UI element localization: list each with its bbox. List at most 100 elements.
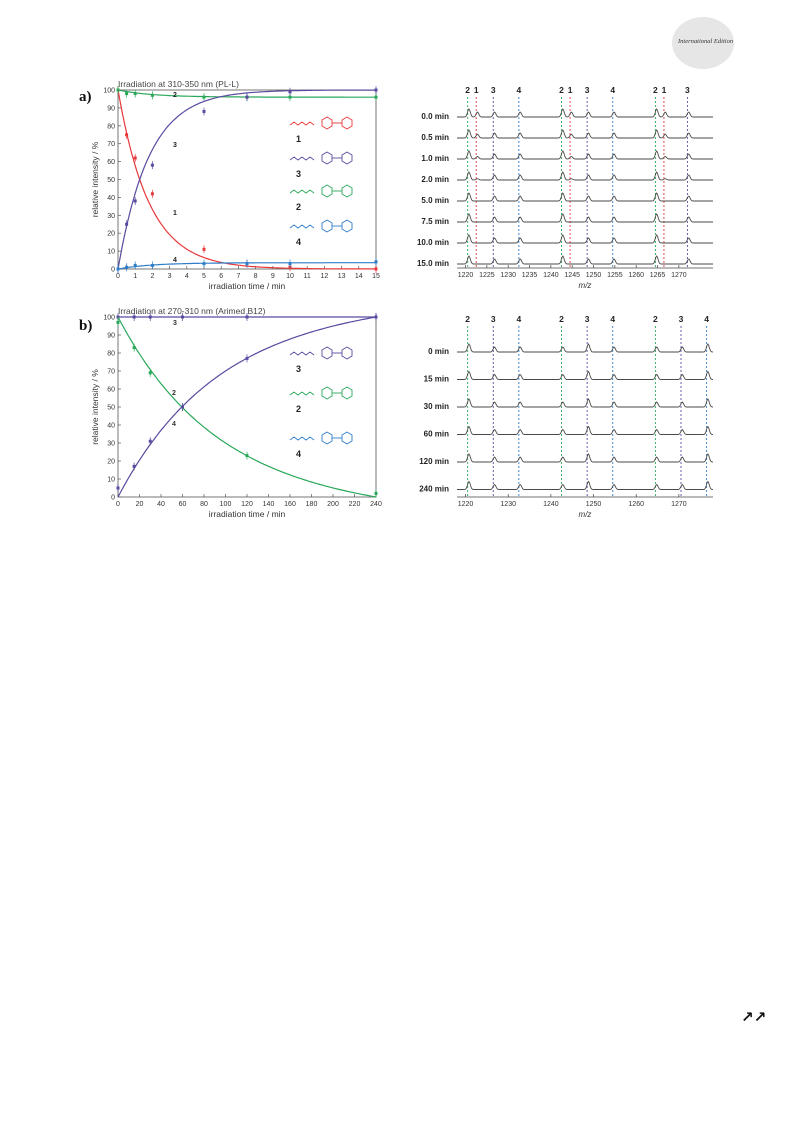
spectrum-trace [457, 129, 713, 139]
curve-label-3: 3 [173, 320, 177, 327]
x-tick-label: 4 [185, 273, 189, 280]
ring [321, 386, 333, 400]
peak-marker-label: 4 [516, 314, 521, 324]
x-tick-label: 9 [271, 273, 275, 280]
data-point-4 [374, 315, 378, 319]
x-tick-label: 0 [116, 273, 120, 280]
x-tick-label: 1220 [458, 501, 474, 508]
spectrum-trace [457, 171, 713, 181]
ring [321, 116, 333, 130]
data-point-3 [374, 88, 378, 92]
data-point-2 [150, 93, 154, 97]
x-tick-label: 8 [254, 273, 258, 280]
ring [321, 151, 333, 165]
structure-4: 4 [289, 431, 353, 459]
x-tick-label: 1265 [650, 272, 666, 279]
peak-marker-label: 2 [465, 314, 470, 324]
x-tick-label: 60 [179, 501, 187, 508]
chain [289, 351, 315, 356]
x-tick-label: 240 [370, 501, 382, 508]
y-tick-label: 70 [107, 141, 115, 148]
x-tick-label: 1250 [586, 501, 602, 508]
x-tick-label: 1260 [628, 501, 644, 508]
x-tick-label: 1270 [671, 272, 687, 279]
edition-label: International Edition [678, 38, 734, 45]
x-tick-label: 1260 [628, 272, 644, 279]
y-tick-label: 60 [107, 387, 115, 394]
y-tick-label: 20 [107, 459, 115, 466]
chain [289, 156, 315, 161]
chain [289, 391, 315, 396]
y-tick-label: 90 [107, 333, 115, 340]
y-tick-label: 50 [107, 177, 115, 184]
spectrum-row-label: 2.0 min [421, 175, 449, 184]
figure: a)b)Irradiation at 310-350 nm (PL-L)0102… [79, 79, 714, 519]
y-tick-label: 100 [103, 88, 115, 95]
peak-marker-label: 2 [559, 314, 564, 324]
structure-2: 2 [289, 386, 353, 414]
spectrum-row-label: 120 min [419, 457, 449, 466]
spectrum-row-label: 0 min [428, 347, 449, 356]
spectrum-row-label: 5.0 min [421, 196, 449, 205]
data-point-3 [133, 199, 137, 203]
curve-label-4: 4 [172, 421, 176, 428]
structure-1: 1 [289, 116, 353, 144]
data-point-3 [125, 222, 129, 226]
structure-4: 4 [289, 219, 353, 247]
x-tick-label: 2 [150, 273, 154, 280]
data-point-1 [150, 192, 154, 196]
y-tick-label: 20 [107, 231, 115, 238]
plot-frame [117, 89, 377, 270]
peak-marker-label: 3 [585, 314, 590, 324]
data-point-4 [133, 263, 137, 267]
spectrum-trace [457, 343, 714, 353]
x-tick-label: 7 [236, 273, 240, 280]
chain [289, 436, 315, 441]
data-point-4 [116, 486, 120, 490]
ring [341, 346, 353, 360]
x-axis-label: m/z [579, 510, 592, 519]
x-tick-label: 3 [168, 273, 172, 280]
x-axis-label: irradiation time / min [209, 281, 286, 291]
y-tick-label: 50 [107, 405, 115, 412]
spectrum-trace [457, 234, 713, 244]
ring [321, 219, 333, 233]
x-tick-label: 120 [241, 501, 253, 508]
chart-title: Irradiation at 270-310 nm (Arimed B12) [118, 306, 266, 316]
spectrum-row-label: 15 min [424, 375, 449, 384]
y-tick-label: 30 [107, 213, 115, 220]
x-tick-label: 1270 [671, 501, 687, 508]
spectrum-row-label: 0.5 min [421, 133, 449, 142]
x-axis-label: irradiation time / min [209, 509, 286, 519]
data-point-3 [245, 95, 249, 99]
curve-label-2: 2 [172, 390, 176, 397]
ring [341, 219, 353, 233]
data-point-2 [125, 92, 129, 96]
data-point-2 [202, 95, 206, 99]
data-point-3 [202, 109, 206, 113]
peak-marker-label: 1 [662, 85, 667, 95]
x-tick-label: 15 [372, 273, 380, 280]
ring [321, 346, 333, 360]
double-arrow-icon[interactable]: ↗↗ [741, 1008, 767, 1026]
data-point-2 [116, 88, 120, 92]
data-point-4 [245, 262, 249, 266]
data-point-1 [125, 133, 129, 137]
peak-marker-label: 4 [516, 85, 521, 95]
data-point-4 [132, 464, 136, 468]
spectrum-trace [457, 213, 713, 223]
panel-label-b: b) [79, 318, 92, 334]
x-tick-label: 100 [220, 501, 232, 508]
x-tick-label: 1225 [479, 272, 495, 279]
x-tick-label: 12 [321, 273, 329, 280]
data-point-2 [288, 95, 292, 99]
curve-label-4: 4 [173, 257, 177, 264]
x-tick-label: 80 [200, 501, 208, 508]
peak-marker-label: 3 [685, 85, 690, 95]
x-tick-label: 0 [116, 501, 120, 508]
spectrum-trace [457, 255, 713, 265]
peak-marker-label: 2 [653, 314, 658, 324]
x-tick-label: 1250 [586, 272, 602, 279]
structure-label: 3 [296, 364, 301, 374]
